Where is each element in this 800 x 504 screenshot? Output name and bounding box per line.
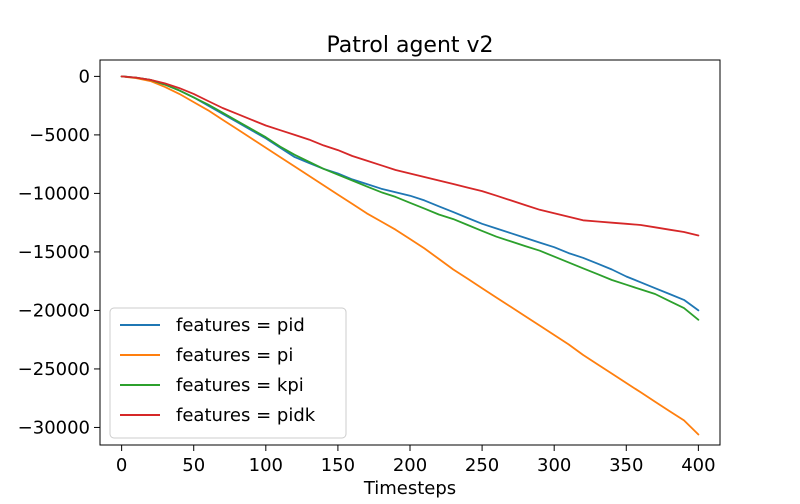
y-tick-label: 0 [79,66,90,87]
series-line-2 [120,75,700,436]
legend-label: features = kpi [176,375,304,396]
x-tick-label: 150 [321,455,355,476]
y-tick-label: −20000 [18,300,90,321]
x-tick-label: 400 [681,455,715,476]
chart-title: Patrol agent v2 [326,33,493,58]
x-tick-label: 200 [393,455,427,476]
y-tick-label: −15000 [18,242,90,263]
legend-label: features = pid [176,315,305,336]
y-tick-label: −5000 [29,125,90,146]
x-tick-label: 250 [465,455,499,476]
y-tick-label: −25000 [18,359,90,380]
y-axis: 0 −5000 −10000 −15000 −20000 −25000 −30000 [18,66,100,438]
x-tick-label: 100 [249,455,283,476]
legend: features = pid features = pi features = kp… [109,307,347,439]
x-axis: 0 50 100 150 200 250 300 350 400 [116,445,716,476]
x-tick-label: 350 [609,455,643,476]
legend-label: features = pidk [176,405,316,426]
x-tick-label: 50 [182,455,205,476]
legend-box [109,307,347,439]
x-axis-label: Timesteps [363,478,456,499]
legend-label: features = pi [176,345,293,366]
series-line-3 [120,75,700,321]
series-line-1 [120,75,700,312]
x-tick-label: 300 [537,455,571,476]
y-tick-label: −10000 [18,183,90,204]
y-tick-label: −30000 [18,417,90,438]
x-tick-label: 0 [116,455,127,476]
series-line-4 [120,75,700,237]
plot-area [120,75,700,436]
